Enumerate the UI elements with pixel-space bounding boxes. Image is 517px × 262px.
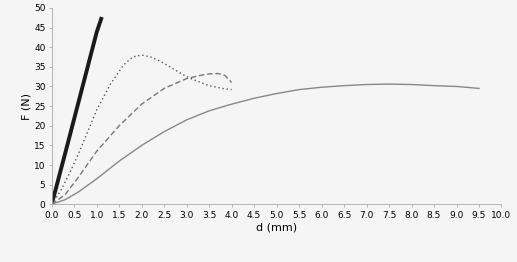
Y-axis label: F (N): F (N) — [21, 92, 31, 120]
X-axis label: d (mm): d (mm) — [256, 222, 297, 232]
